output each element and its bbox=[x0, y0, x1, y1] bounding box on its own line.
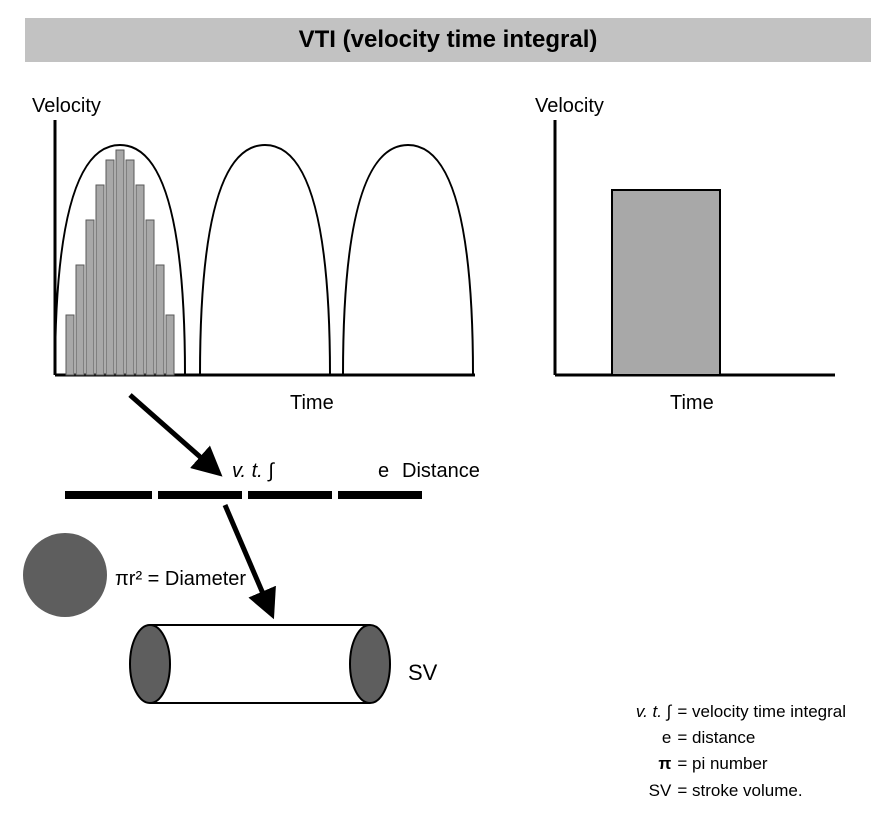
diagram-svg bbox=[0, 0, 896, 829]
